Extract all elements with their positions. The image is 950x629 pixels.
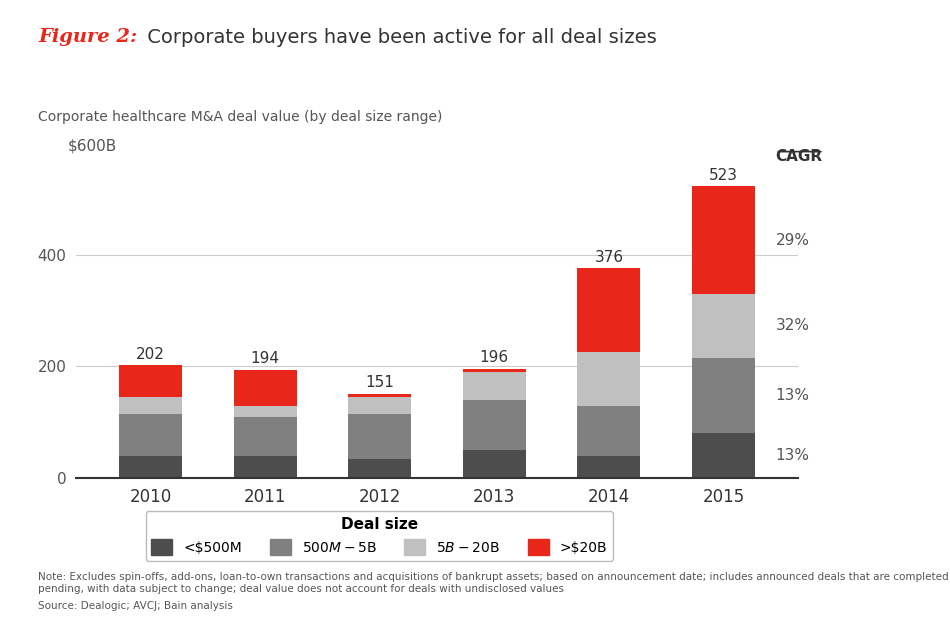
- Bar: [234, 406, 296, 416]
- Text: CAGR: CAGR: [775, 149, 823, 164]
- Text: 13%: 13%: [775, 448, 809, 463]
- Text: 32%: 32%: [775, 318, 809, 333]
- Legend: <$500M, $500M-$5B, $5B-$20B, >$20B: <$500M, $500M-$5B, $5B-$20B, >$20B: [145, 511, 613, 561]
- Bar: [692, 294, 755, 358]
- Bar: [692, 358, 755, 433]
- Bar: [234, 370, 296, 406]
- Bar: [119, 414, 182, 456]
- Bar: [234, 456, 296, 478]
- Text: 151: 151: [365, 376, 394, 391]
- Bar: [119, 397, 182, 414]
- Bar: [349, 414, 411, 459]
- Text: Figure 2:: Figure 2:: [38, 28, 137, 47]
- Bar: [692, 186, 755, 294]
- Bar: [234, 416, 296, 456]
- Text: Note: Excludes spin-offs, add-ons, loan-to-own transactions and acquisitions of : Note: Excludes spin-offs, add-ons, loan-…: [38, 572, 950, 594]
- Bar: [119, 365, 182, 397]
- Bar: [578, 268, 640, 352]
- Text: 523: 523: [709, 168, 738, 183]
- Bar: [692, 433, 755, 478]
- Text: Corporate buyers have been active for all deal sizes: Corporate buyers have been active for al…: [141, 28, 656, 47]
- Text: $600B: $600B: [68, 139, 117, 153]
- Text: Source: Dealogic; AVCJ; Bain analysis: Source: Dealogic; AVCJ; Bain analysis: [38, 601, 233, 611]
- Bar: [463, 450, 525, 478]
- Bar: [463, 369, 525, 372]
- Bar: [578, 406, 640, 456]
- Bar: [349, 394, 411, 397]
- Text: 376: 376: [595, 250, 623, 265]
- Bar: [578, 352, 640, 406]
- Text: 29%: 29%: [775, 233, 809, 248]
- Text: 194: 194: [251, 352, 279, 367]
- Text: 202: 202: [136, 347, 165, 362]
- Bar: [463, 372, 525, 400]
- Bar: [463, 400, 525, 450]
- Bar: [349, 459, 411, 478]
- Text: 196: 196: [480, 350, 509, 365]
- Bar: [349, 397, 411, 414]
- Text: 13%: 13%: [775, 388, 809, 403]
- Bar: [578, 456, 640, 478]
- Bar: [119, 456, 182, 478]
- Text: Corporate healthcare M&A deal value (by deal size range): Corporate healthcare M&A deal value (by …: [38, 110, 443, 124]
